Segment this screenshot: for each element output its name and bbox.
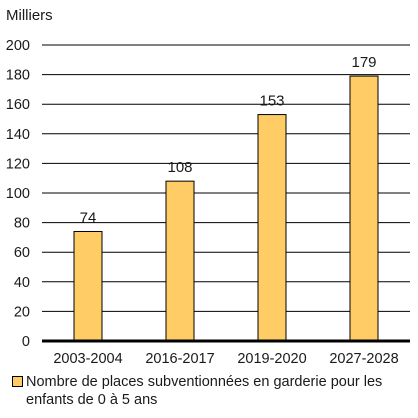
data-label: 153 [259, 93, 284, 110]
bar [73, 230, 103, 342]
bar [349, 75, 379, 342]
data-label: 179 [351, 54, 376, 71]
legend-swatch [12, 376, 23, 387]
data-label: 74 [80, 209, 97, 226]
y-axis-unit-label: Milliers [6, 7, 53, 24]
y-tick-label: 200 [6, 38, 30, 54]
y-tick-label: 100 [6, 186, 30, 202]
bar [165, 180, 195, 342]
y-tick-label: 160 [6, 97, 30, 113]
y-tick-label: 40 [14, 275, 30, 291]
y-tick-label: 20 [14, 304, 30, 320]
y-tick-label: 120 [6, 156, 30, 172]
x-tick-label: 2019-2020 [237, 351, 306, 367]
bar [257, 114, 287, 342]
y-tick-label: 140 [6, 127, 30, 143]
data-label: 108 [167, 159, 192, 176]
legend: Nombre de places subventionnées en garde… [12, 373, 412, 409]
x-tick-label: 2016-2017 [145, 351, 214, 367]
x-tick-label: 2003-2004 [53, 351, 122, 367]
x-tick-label: 2027-2028 [329, 351, 398, 367]
y-tick-label: 60 [14, 245, 30, 261]
legend-label: Nombre de places subventionnées en garde… [26, 374, 383, 408]
y-tick-label: 180 [6, 68, 30, 84]
y-tick-label: 80 [14, 216, 30, 232]
y-tick-label: 0 [22, 334, 30, 350]
